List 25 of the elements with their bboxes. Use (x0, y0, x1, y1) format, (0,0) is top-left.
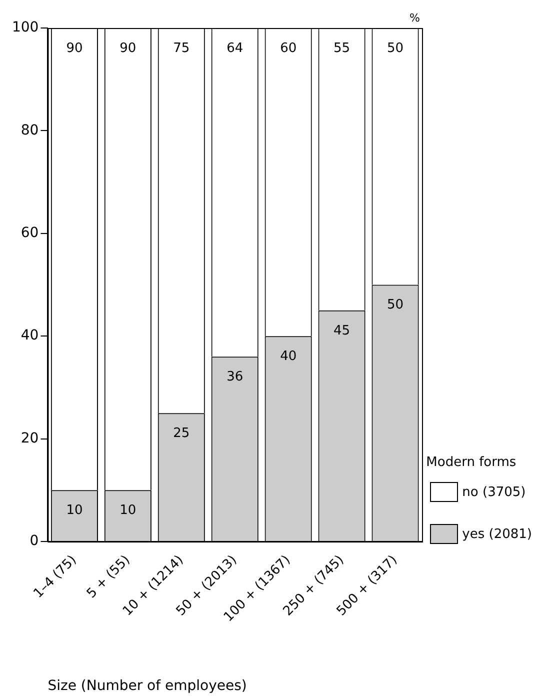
data-label: 64 (226, 40, 244, 56)
data-label: 10 (120, 503, 136, 518)
data-label: 90 (120, 40, 136, 56)
x-axis-title: Size (Number of employees) (48, 678, 247, 694)
y-tick-label: 100 (12, 20, 39, 36)
data-label: 10 (66, 503, 83, 518)
data-label: 40 (280, 348, 297, 364)
data-label: 60 (280, 40, 297, 56)
y-tick-label: 0 (30, 533, 39, 550)
data-label: 45 (334, 323, 350, 338)
data-label: 55 (334, 40, 350, 56)
data-label: 50 (386, 40, 404, 56)
text: no (3705) (462, 484, 526, 500)
data-label: 75 (173, 40, 190, 56)
data-label: 25 (173, 426, 190, 442)
y-axis-title: % (410, 11, 420, 24)
legend-label: yes (2081) (462, 526, 532, 542)
y-tick-label: 60 (20, 225, 39, 242)
data-label: 50 (386, 298, 404, 313)
y-tick-label: 40 (20, 328, 39, 344)
data-label: 36 (226, 370, 244, 385)
y-tick-label: 20 (20, 430, 39, 446)
y-tick-label: 80 (20, 122, 39, 138)
data-label: 90 (66, 40, 83, 56)
legend-title: Modern forms (426, 455, 518, 470)
